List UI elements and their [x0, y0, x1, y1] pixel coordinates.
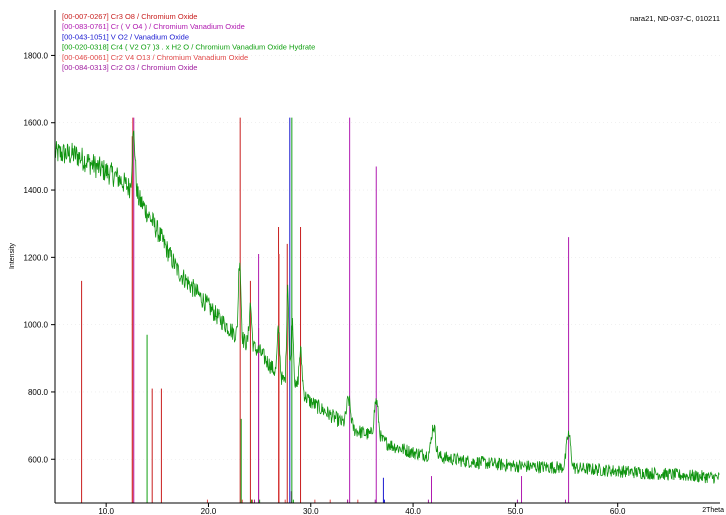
legend-entry-4: [00-046-0061] Cr2 V4 O13 / Chromium Vana…: [62, 53, 248, 62]
y-tick-label-0: 600.0: [28, 455, 49, 464]
legend-entry-3: [00-020-0318] Cr4 ( V2 O7 )3 . x H2 O / …: [62, 43, 315, 52]
grid-lines: [55, 55, 720, 460]
x-tick-label-1: 20.0: [201, 507, 217, 515]
y-axis-label: Intensity: [9, 242, 16, 269]
x-tick-label-3: 40.0: [405, 507, 421, 515]
y-tick-label-2: 1000.0: [24, 321, 49, 330]
legend-entry-5: [00-084-0313] Cr2 O3 / Chromium Oxide: [62, 63, 197, 72]
x-ticks: 10.0 20.0 30.0 40.0 50.0 60.0: [98, 503, 626, 515]
x-tick-label-4: 50.0: [508, 507, 524, 515]
legend-entry-0: [00-007-0267] Cr3 O8 / Chromium Oxide: [62, 12, 197, 21]
y-tick-label-6: 1800.0: [24, 51, 49, 60]
legend-entry-2: [00-043-1051] V O2 / Vanadium Oxide: [62, 32, 189, 41]
x-axis-label: 2Theta: [702, 507, 724, 514]
x-tick-label-5: 60.0: [610, 507, 626, 515]
x-tick-label-0: 10.0: [98, 507, 114, 515]
y-tick-label-3: 1200.0: [24, 253, 49, 262]
y-tick-label-5: 1600.0: [24, 119, 49, 128]
legend: [00-007-0267] Cr3 O8 / Chromium Oxide[00…: [62, 12, 315, 72]
axes: [54, 10, 720, 504]
y-tick-label-1: 800.0: [28, 388, 49, 397]
y-tick-label-4: 1400.0: [24, 186, 49, 195]
sample-label: nara21, ND-037-C, 010211: [630, 14, 720, 23]
legend-entry-1: [00-083-0761] Cr ( V O4 ) / Chromium Van…: [62, 22, 245, 31]
x-tick-label-2: 30.0: [303, 507, 319, 515]
reference-lines: [81, 117, 570, 503]
y-ticks: 600.0 800.0 1000.0 1200.0 1400.0 1600.0 1800.0: [24, 51, 55, 464]
diffraction-pattern-line: [54, 130, 720, 484]
